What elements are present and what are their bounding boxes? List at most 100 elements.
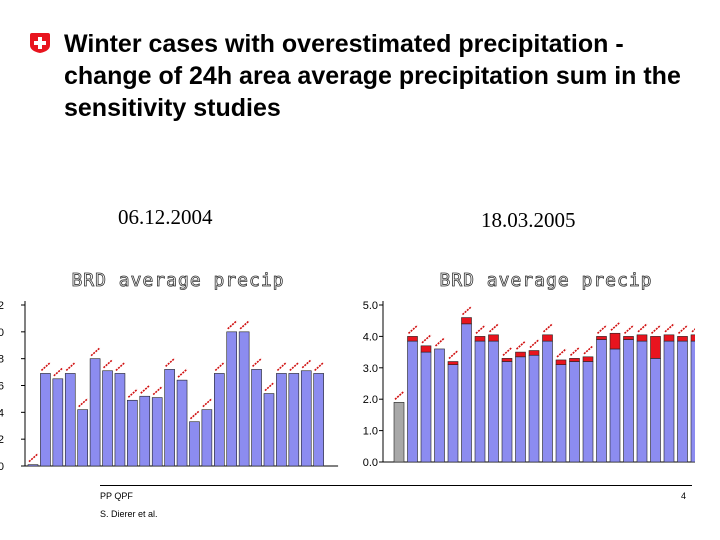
y-tick-label: 6 [0, 381, 4, 393]
bar [139, 395, 151, 467]
bar [64, 373, 76, 467]
y-tick-label: 2 [0, 300, 4, 312]
bar [609, 348, 621, 463]
bar-label-mark [202, 398, 213, 408]
bar [582, 361, 594, 463]
bar [176, 379, 188, 467]
bar-increase [609, 332, 621, 350]
bar-label-mark [394, 390, 405, 400]
bar [447, 364, 459, 463]
bar [27, 464, 39, 467]
bar [263, 393, 275, 467]
y-tick-label: 5.0 [363, 300, 378, 312]
bar-label-mark [177, 368, 188, 378]
bar [474, 340, 486, 463]
bar-label-mark [264, 381, 275, 392]
bar-increase [690, 334, 695, 342]
bar-label-mark [448, 349, 459, 360]
bar-label-mark [189, 410, 200, 420]
bar [114, 373, 126, 467]
bar-label-mark [78, 398, 89, 408]
footer-page-number: 4 [681, 491, 687, 501]
y-tick-label: 0 [0, 461, 4, 472]
bar-increase [623, 336, 634, 340]
footer-authors: S. Dierer et al. [100, 509, 158, 519]
bar [542, 340, 553, 463]
bar [407, 340, 418, 463]
bar [488, 340, 499, 463]
bar [393, 402, 405, 463]
page-title: Winter cases with overestimated precipit… [64, 30, 681, 122]
bar [650, 358, 661, 463]
bar-increase [420, 345, 432, 353]
bar-label-mark [515, 340, 527, 350]
bar [151, 397, 163, 467]
swiss-flag-icon [30, 33, 50, 53]
bar [690, 340, 695, 463]
bar-label-mark [65, 361, 76, 372]
bar [434, 348, 445, 463]
bar-label-mark [610, 321, 621, 331]
bar-label-mark [40, 361, 51, 372]
precip-chart-left: BRD average precip 0 2 4 6 8 0 2 [0, 270, 339, 472]
y-tick-label: 2.0 [363, 394, 378, 406]
bar-label-mark [314, 361, 325, 372]
bar-label-mark [596, 324, 608, 334]
bar-label-mark [475, 324, 486, 334]
y-tick-label: 0.0 [363, 457, 378, 469]
bar-increase [569, 358, 580, 362]
bar [555, 364, 567, 463]
chart-title: BRD average precip [439, 270, 652, 291]
bar-label-mark [691, 328, 695, 333]
chart-title: BRD average precip [71, 270, 284, 291]
bar-increase [474, 336, 486, 342]
footer-divider [100, 485, 692, 486]
bar-label-mark [461, 305, 473, 316]
y-tick-label: 8 [0, 354, 4, 366]
bar-increase [582, 356, 594, 362]
bar-label-mark [227, 320, 238, 330]
bar [288, 373, 300, 467]
bar-label-mark [90, 347, 101, 357]
bar-label-mark [214, 361, 225, 372]
bar [40, 373, 51, 467]
bar-label-mark [289, 361, 300, 372]
bar [636, 340, 648, 463]
bar-increase [447, 361, 459, 365]
bar-label-mark [239, 320, 250, 330]
bar [164, 369, 175, 467]
bar [102, 370, 113, 467]
bar [77, 409, 88, 467]
bar-label-mark [556, 348, 567, 358]
bar-label-mark [53, 367, 64, 377]
bar-label-mark [529, 338, 540, 349]
bar-increase [663, 334, 675, 342]
y-tick-label: 4.0 [363, 331, 378, 343]
bar-increase [407, 336, 418, 342]
bar [251, 369, 262, 467]
bar-label-mark [542, 323, 554, 333]
bar-increase [677, 336, 688, 342]
bar-label-mark [276, 361, 287, 372]
footer-project: PP QPF [100, 491, 133, 501]
bar [420, 351, 432, 463]
bar-increase [488, 334, 499, 342]
bar [596, 339, 607, 463]
bar [214, 373, 225, 467]
bar-label-mark [127, 388, 138, 398]
chart-date-left: 06.12.2004 [118, 205, 213, 229]
bar [663, 340, 675, 463]
bar-label-mark [152, 385, 163, 396]
bar [569, 361, 580, 463]
bar-increase [528, 350, 540, 356]
bar [52, 378, 64, 467]
bar [528, 354, 540, 463]
bar [515, 356, 526, 463]
y-tick-label: 1.0 [363, 426, 378, 438]
precip-chart-right: BRD average precip 0.0 1.0 2.0 3.0 4.0 5.0 [363, 270, 695, 469]
bar-label-mark [434, 337, 446, 347]
bar-increase [461, 317, 472, 325]
y-tick-label: 3.0 [363, 363, 378, 375]
bar-label-mark [623, 324, 635, 334]
bar [201, 409, 213, 467]
